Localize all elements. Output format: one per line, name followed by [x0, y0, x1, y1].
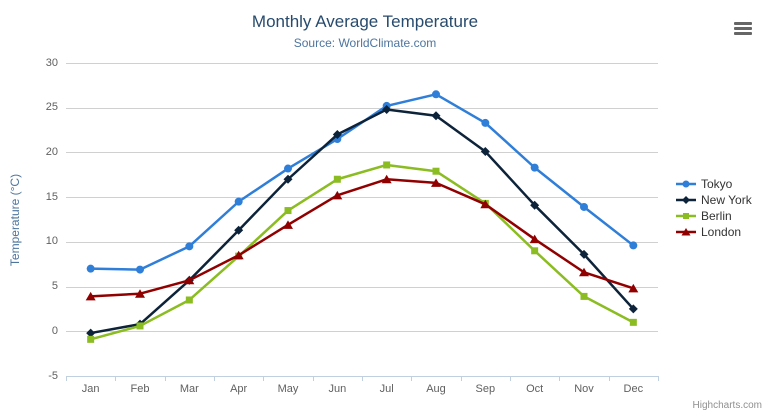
data-point: [135, 289, 145, 298]
data-point: [628, 304, 638, 314]
data-point: [86, 264, 95, 273]
series-new-york: [86, 105, 638, 338]
new-york-series-marker-icon: [676, 194, 696, 206]
y-axis-label: -5: [48, 369, 58, 382]
y-axis-label: 10: [45, 235, 58, 248]
y-axis-label: 15: [45, 190, 58, 203]
data-point: [284, 164, 292, 173]
legend-item-tokyo[interactable]: Tokyo: [676, 176, 752, 192]
legend-label: Berlin: [701, 209, 732, 223]
series-line: [89, 163, 635, 341]
series-line: [89, 93, 635, 271]
data-point: [234, 225, 244, 235]
y-axis-label: 30: [45, 56, 58, 69]
data-point: [531, 247, 539, 255]
data-point: [431, 178, 441, 187]
x-axis-label: Jun: [328, 383, 347, 395]
legend-item-new-york[interactable]: New York: [676, 192, 752, 208]
data-point: [184, 275, 195, 285]
london-series-marker-icon: [676, 226, 696, 238]
data-point: [580, 202, 588, 211]
series-tokyo: [86, 90, 638, 274]
data-point: [283, 174, 293, 184]
y-axis-title: Temperature (°C): [8, 173, 22, 267]
data-point: [431, 111, 441, 121]
data-point: [579, 267, 589, 277]
data-point: [681, 228, 691, 236]
data-point: [234, 197, 243, 206]
x-axis-label: May: [277, 383, 299, 395]
legend-label: New York: [701, 193, 752, 207]
tokyo-series-marker-icon: [676, 178, 696, 190]
data-point: [580, 292, 588, 300]
data-point: [432, 90, 440, 99]
x-axis-label: Jan: [81, 383, 100, 395]
x-axis-label: Nov: [574, 383, 594, 395]
legend-label: London: [701, 225, 742, 239]
legend-label: Tokyo: [701, 177, 733, 191]
data-point: [530, 200, 540, 210]
data-point: [629, 241, 638, 250]
legend-item-berlin[interactable]: Berlin: [676, 208, 752, 224]
data-point: [579, 249, 589, 259]
data-point: [332, 190, 343, 200]
x-axis-label: Aug: [426, 383, 446, 395]
data-point: [683, 213, 689, 219]
data-point: [682, 180, 690, 188]
series-london: [85, 174, 639, 301]
data-point: [628, 283, 639, 293]
berlin-series-marker-icon: [676, 210, 696, 222]
x-axis-label: Oct: [526, 383, 544, 395]
data-point: [530, 163, 539, 172]
x-axis-label: Apr: [230, 383, 248, 395]
export-menu-button[interactable]: [731, 19, 755, 39]
data-point: [283, 220, 293, 229]
x-axis-label: Dec: [623, 383, 644, 395]
series-line: [89, 108, 635, 335]
x-axis-label: Jul: [379, 383, 394, 395]
data-point: [233, 250, 244, 260]
data-point: [284, 207, 292, 215]
hamburger-icon: [734, 22, 752, 36]
data-point: [529, 234, 540, 244]
data-point: [185, 242, 194, 251]
y-axis-label: 5: [51, 280, 58, 293]
data-point: [136, 265, 144, 274]
x-axis-label: Mar: [179, 383, 199, 395]
data-point: [629, 318, 637, 326]
legend-item-london[interactable]: London: [676, 224, 752, 240]
data-point: [432, 167, 440, 175]
chart-title: Monthly Average Temperature: [251, 12, 479, 31]
data-point: [332, 130, 342, 140]
x-axis-label: Feb: [130, 383, 150, 395]
data-point: [682, 196, 690, 204]
data-point: [87, 335, 95, 343]
series-line: [89, 178, 635, 298]
legend: Tokyo New York Berlin London: [676, 176, 752, 240]
data-point: [85, 291, 96, 301]
x-axis-label: Sep: [475, 383, 496, 395]
data-point: [185, 296, 193, 304]
data-point: [382, 105, 392, 115]
y-axis-label: 20: [45, 145, 58, 158]
highcharts-credit[interactable]: Highcharts.com: [692, 400, 762, 411]
chart-subtitle: Source: WorldClimate.com: [293, 36, 437, 50]
data-point: [481, 118, 490, 127]
data-point: [480, 147, 490, 157]
data-point: [86, 328, 96, 338]
y-axis-label: 0: [51, 324, 58, 337]
data-point: [136, 322, 144, 330]
y-axis-label: 25: [45, 101, 58, 114]
data-point: [480, 199, 491, 209]
data-point: [383, 161, 391, 169]
data-point: [381, 174, 392, 184]
data-point: [333, 175, 341, 183]
